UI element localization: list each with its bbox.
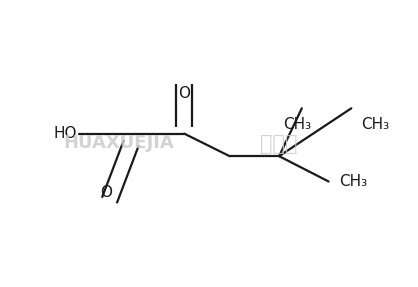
Text: CH₃: CH₃ xyxy=(284,117,312,132)
Text: HUAXUEJIA: HUAXUEJIA xyxy=(63,135,173,152)
Text: 化学式: 化学式 xyxy=(260,133,298,154)
Text: CH₃: CH₃ xyxy=(339,174,367,189)
Text: O: O xyxy=(178,86,190,101)
Text: CH₃: CH₃ xyxy=(362,117,390,132)
Text: O: O xyxy=(100,185,112,200)
Text: HO: HO xyxy=(54,126,77,141)
